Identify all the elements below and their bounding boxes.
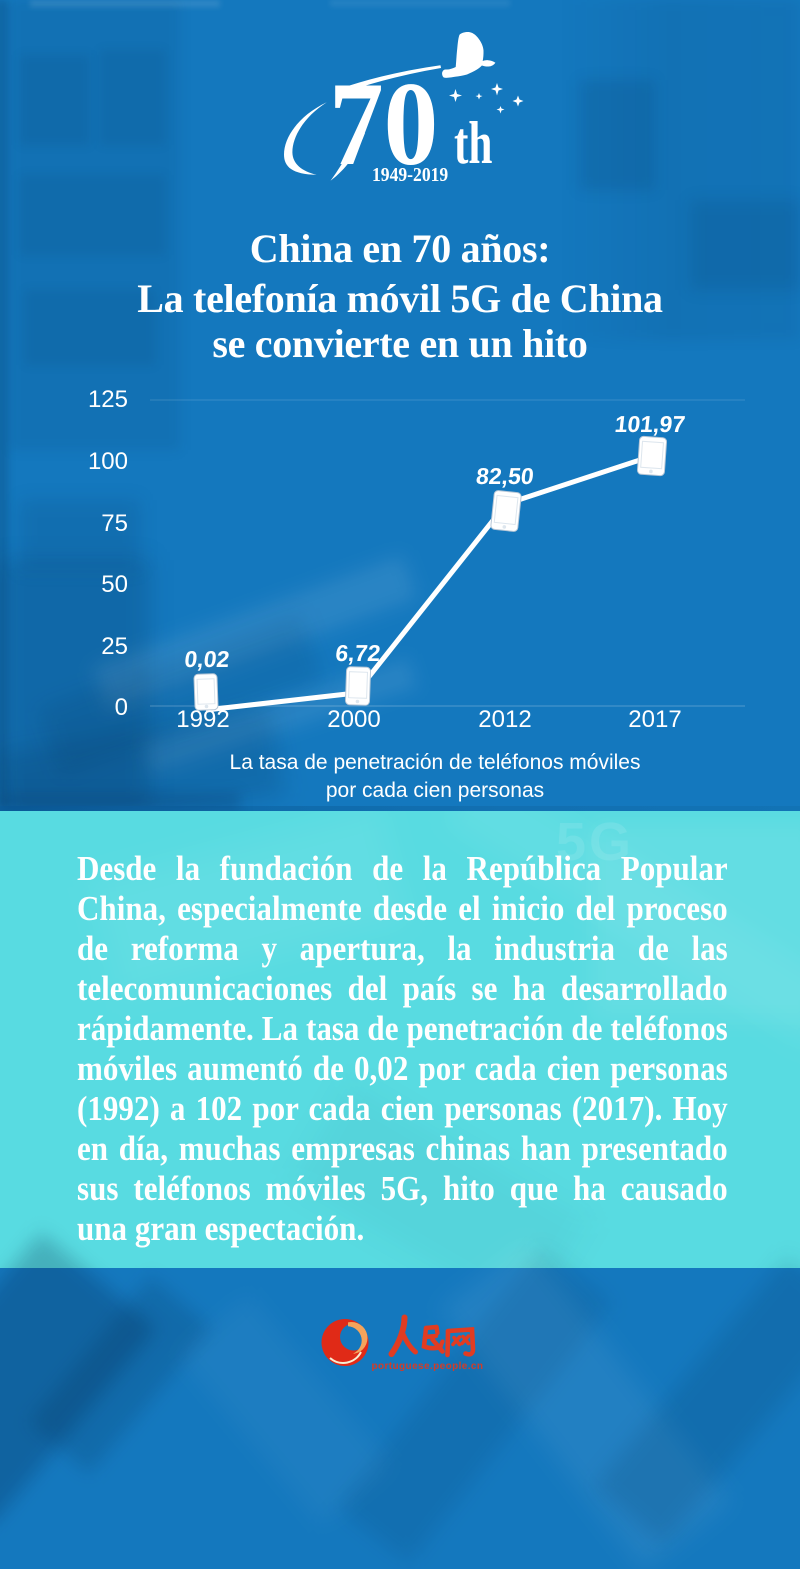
svg-text:portuguese.people.cn: portuguese.people.cn (372, 1361, 484, 1372)
svg-text:1949-2019: 1949-2019 (372, 164, 448, 186)
svg-text:70: 70 (329, 57, 438, 190)
svg-text:th: th (454, 110, 492, 177)
